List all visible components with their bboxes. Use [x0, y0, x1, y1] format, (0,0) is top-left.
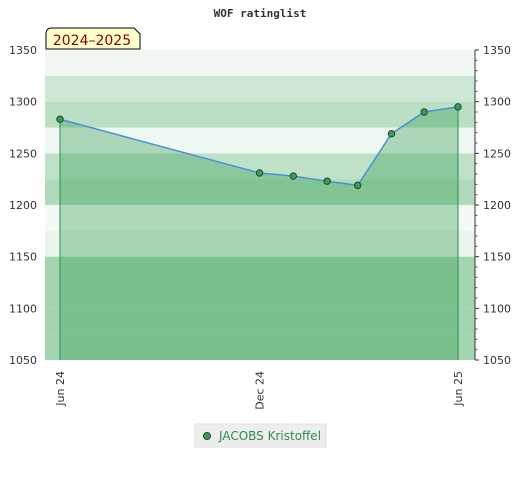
background-band	[45, 179, 475, 205]
y-tick-label-left: 1150	[9, 251, 37, 264]
axes-layer: 1050 1050 1100 1100 1150 1150 1200 1200 1250 1250…	[9, 44, 511, 410]
y-tick-label-left: 1350	[9, 44, 37, 57]
y-tick-label-left: 1100	[9, 302, 37, 315]
data-point	[454, 103, 462, 111]
background-band	[45, 282, 475, 309]
y-tick-label-right: 1200	[483, 199, 511, 212]
y-tick-label-left: 1250	[9, 147, 37, 160]
chart-title: WOF ratinglist	[214, 7, 307, 20]
background-band	[45, 101, 475, 128]
data-point	[353, 181, 362, 190]
data-point	[255, 169, 264, 177]
series-line	[59, 106, 459, 187]
legend-marker	[203, 432, 211, 440]
data-point	[420, 108, 428, 116]
data-point	[387, 130, 396, 138]
season-badge-text: 2024–2025	[53, 33, 131, 49]
legend-label: JACOBS Kristoffel	[218, 429, 321, 443]
y-tick-label-right: 1350	[483, 44, 511, 57]
y-tick-label-left: 1200	[9, 199, 37, 212]
y-tick-label-right: 1300	[483, 96, 511, 109]
points-layer	[56, 103, 462, 190]
y-tick-label-right: 1150	[483, 251, 511, 264]
background-band	[45, 256, 475, 283]
background-band	[45, 230, 475, 257]
y-tick-label-right: 1100	[483, 302, 511, 315]
x-tick-label: Jun 25	[452, 371, 465, 407]
background-band	[45, 127, 475, 154]
y-tick-label-right: 1250	[483, 147, 511, 160]
series-area	[60, 106, 458, 360]
y-tick-label-left: 1050	[9, 354, 37, 367]
y-tick-label-left: 1300	[9, 96, 37, 109]
area-layer	[59, 106, 459, 360]
background-band	[45, 308, 475, 335]
legend: JACOBS Kristoffel	[194, 423, 327, 448]
background-band	[45, 334, 475, 360]
background-band	[45, 205, 475, 231]
x-tick-label: Dec 24	[254, 371, 267, 410]
data-point	[289, 172, 298, 180]
data-point	[323, 177, 331, 185]
x-tick-label: Jun 24	[54, 371, 67, 407]
background-band	[45, 50, 475, 76]
data-point	[56, 115, 64, 123]
background-band	[45, 75, 475, 102]
y-tick-label-right: 1050	[483, 354, 511, 367]
season-badge: 2024–2025	[45, 27, 141, 50]
